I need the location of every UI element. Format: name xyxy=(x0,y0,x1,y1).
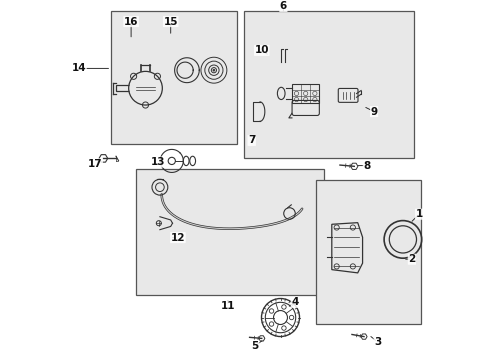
Text: 12: 12 xyxy=(170,233,185,243)
Text: 14: 14 xyxy=(71,63,86,73)
Text: 7: 7 xyxy=(247,135,255,145)
Bar xyxy=(316,180,420,324)
Text: 17: 17 xyxy=(88,159,102,169)
Text: 5: 5 xyxy=(251,341,258,351)
Text: 13: 13 xyxy=(150,157,165,167)
Text: 1: 1 xyxy=(415,209,422,219)
Text: 11: 11 xyxy=(220,301,235,311)
Text: 16: 16 xyxy=(123,17,138,27)
Text: 9: 9 xyxy=(370,107,377,117)
Text: 10: 10 xyxy=(254,45,268,55)
Bar xyxy=(136,169,323,295)
Text: 4: 4 xyxy=(291,297,298,307)
Bar xyxy=(291,84,319,103)
Text: 6: 6 xyxy=(279,1,286,12)
Circle shape xyxy=(212,69,214,71)
Bar xyxy=(244,11,413,158)
Bar xyxy=(111,11,237,144)
Text: 8: 8 xyxy=(363,161,370,171)
Text: 2: 2 xyxy=(407,254,415,264)
Text: 3: 3 xyxy=(373,337,381,347)
Text: 15: 15 xyxy=(163,17,178,27)
